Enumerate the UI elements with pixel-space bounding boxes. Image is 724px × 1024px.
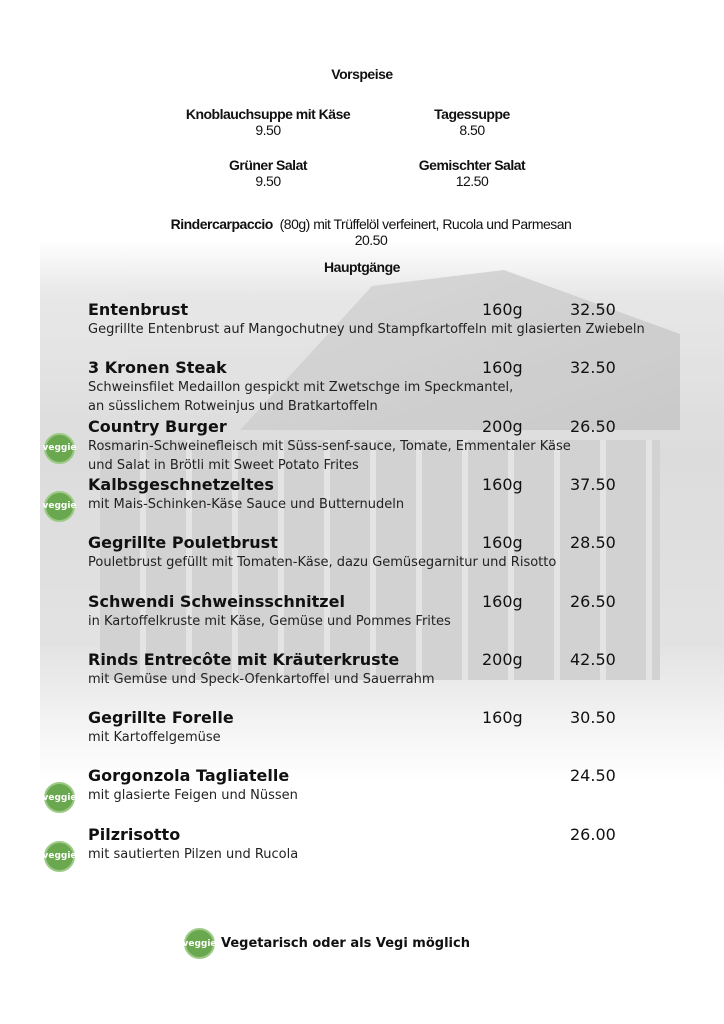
menu-item: Country Burger 200g 26.50 Rosmarin-Schwei… xyxy=(88,417,688,475)
item-name: Pilzrisotto xyxy=(88,824,181,844)
starter-item: Gemischter Salat 12.50 xyxy=(418,157,526,189)
starters-title: Vorspeise xyxy=(331,66,393,82)
starter-item: Tagessuppe 8.50 xyxy=(434,106,510,138)
mains-title: Hauptgänge xyxy=(324,259,400,275)
item-description: mit sautierten Pilzen und Rucola xyxy=(88,846,299,862)
carpaccio-item: Rindercarpaccio (80g) mit Trüffelöl verf… xyxy=(170,216,572,248)
item-description: mit Mais-Schinken-Käse Sauce und Buttern… xyxy=(88,496,405,512)
item-price: 37.50 xyxy=(570,474,616,494)
item-description: Pouletbrust gefüllt mit Tomaten-Käse, da… xyxy=(88,555,557,571)
starter-item: Grüner Salat 9.50 xyxy=(228,157,308,189)
item-name: Country Burger xyxy=(88,416,227,436)
item-price: 26.50 xyxy=(570,591,616,611)
item-name: Gorgonzola Tagliatelle xyxy=(88,766,290,786)
menu-item: Entenbrust 160g 32.50 Gegrillte Entenbrus… xyxy=(88,300,688,339)
starter-item: Knoblauchsuppe mit Käse 9.50 xyxy=(185,106,351,138)
item-description: in Kartoffelkruste mit Käse, Gemüse und … xyxy=(88,613,451,629)
item-weight: 160g xyxy=(482,300,523,319)
item-weight: 160g xyxy=(482,591,523,611)
veggie-icon: veggie xyxy=(42,432,77,464)
veggie-icon: veggie xyxy=(42,490,77,522)
item-weight: 200g xyxy=(482,416,523,436)
item-weight: 160g xyxy=(482,474,523,494)
item-name: Schwendi Schweinsschnitzel xyxy=(88,591,345,611)
menu-item: Gegrillte Pouletbrust 160g 28.50 Pouletbr… xyxy=(88,533,688,572)
item-description: mit Gemüse und Speck-Ofenkartoffel und S… xyxy=(88,671,435,687)
item-description: Gegrillte Entenbrust auf Mangochutney un… xyxy=(88,322,645,337)
item-weight: 160g xyxy=(482,708,523,728)
veggie-legend: veggie Vegetarisch oder als Vegi möglich xyxy=(182,928,470,959)
menu-item: Schwendi Schweinsschnitzel 160g 26.50 in … xyxy=(88,592,688,631)
item-description: Schweinsfilet Medaillon gespickt mit Zwe… xyxy=(88,380,514,396)
veggie-icon: veggie xyxy=(42,840,77,872)
item-description: und Salat in Brötli mit Sweet Potato Fri… xyxy=(88,457,359,473)
item-price: 28.50 xyxy=(570,533,616,553)
item-description: mit Kartoffelgemüse xyxy=(88,730,221,746)
item-price: 26.00 xyxy=(570,824,616,844)
item-price: 42.50 xyxy=(570,649,616,669)
item-price: 30.50 xyxy=(570,708,616,728)
veggie-icon: veggie xyxy=(42,782,77,814)
menu-item: Pilzrisotto 26.00 mit sautierten Pilzen u… xyxy=(88,825,688,864)
item-name: Kalbsgeschnetzeltes xyxy=(88,474,274,494)
menu-item: Gegrillte Forelle 160g 30.50 mit Kartoffe… xyxy=(88,708,688,747)
item-description: Rosmarin-Schweinefleisch mit Süss-senf-s… xyxy=(88,438,571,454)
veggie-icon: veggie xyxy=(182,928,217,959)
item-weight: 160g xyxy=(482,533,523,553)
item-description: mit glasierte Feigen und Nüssen xyxy=(88,788,298,804)
menu-item: Rinds Entrecôte mit Kräuterkruste 200g 4… xyxy=(88,650,688,689)
item-name: Rinds Entrecôte mit Kräuterkruste xyxy=(88,649,400,669)
item-price: 32.50 xyxy=(570,358,616,378)
background-house-photo xyxy=(40,240,724,780)
item-description: an süsslichem Rotweinjus und Bratkartoff… xyxy=(88,399,378,415)
item-name: Gegrillte Pouletbrust xyxy=(88,533,278,553)
item-weight: 160g xyxy=(482,358,523,378)
menu-item: Kalbsgeschnetzeltes 160g 37.50 mit Mais-S… xyxy=(88,475,688,514)
item-name: Gegrillte Forelle xyxy=(88,708,234,728)
menu-item: 3 Kronen Steak 160g 32.50 Schweinsfilet M… xyxy=(88,358,688,416)
legend-text: Vegetarisch oder als Vegi möglich xyxy=(221,936,470,951)
menu-item: Gorgonzola Tagliatelle 24.50 mit glasiert… xyxy=(88,766,688,805)
item-weight: 200g xyxy=(482,649,523,669)
item-name: Entenbrust xyxy=(88,300,189,319)
item-price: 32.50 xyxy=(570,300,616,319)
item-price: 26.50 xyxy=(570,416,616,436)
item-price: 24.50 xyxy=(570,766,616,786)
item-name: 3 Kronen Steak xyxy=(88,358,227,378)
